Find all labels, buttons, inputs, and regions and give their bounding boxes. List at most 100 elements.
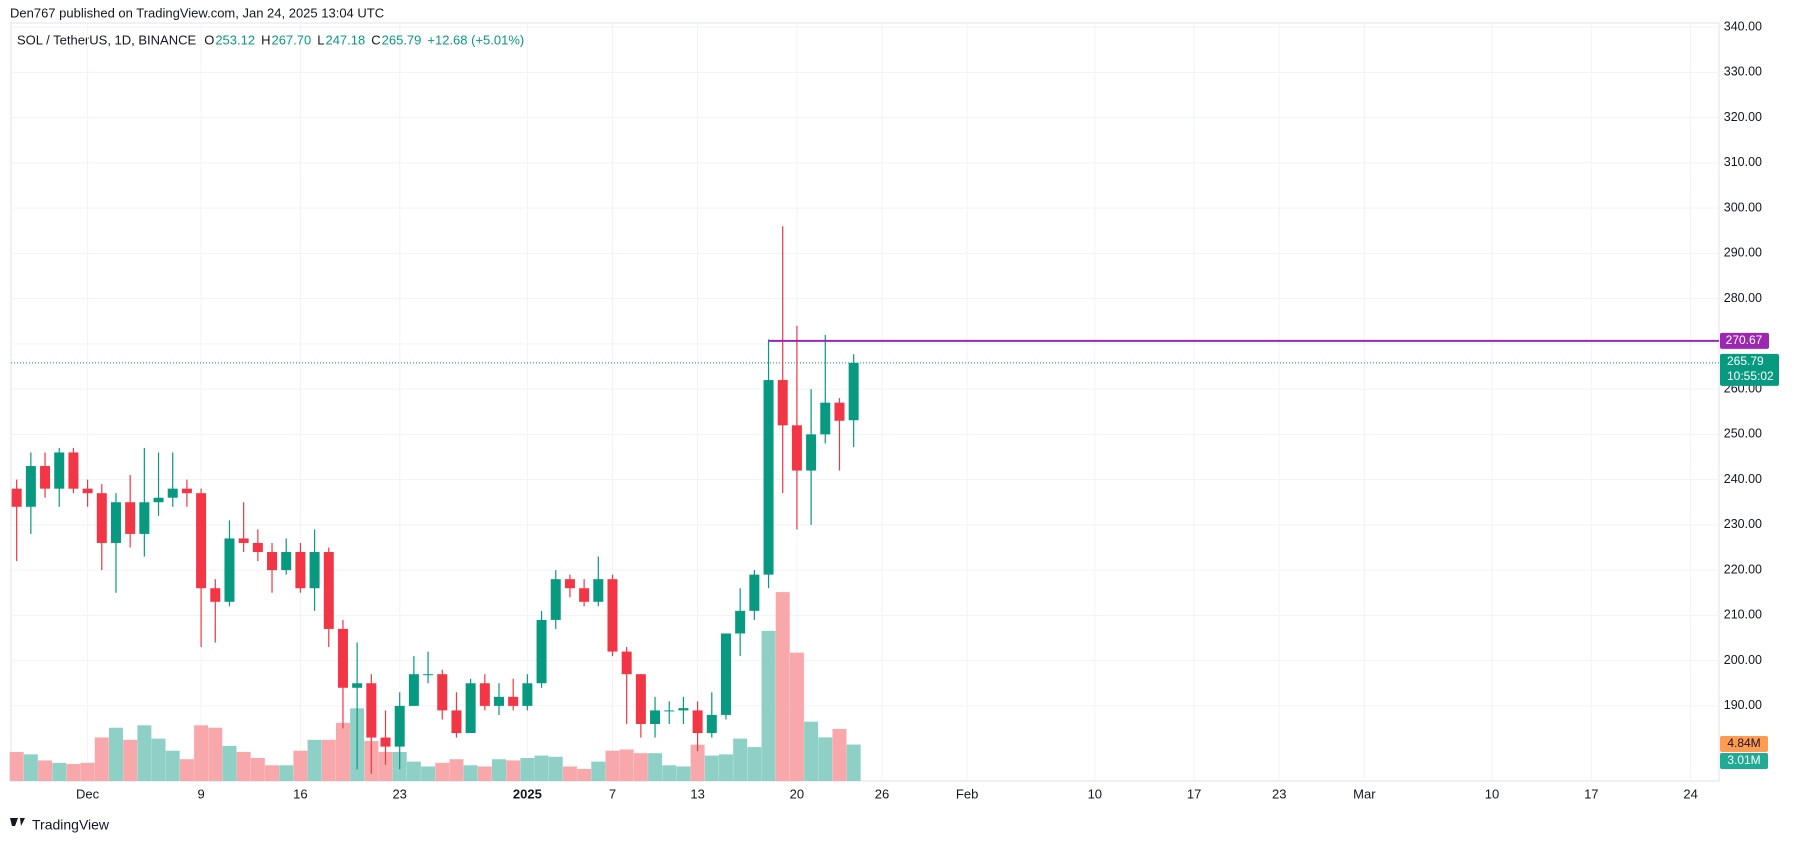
candle-body (678, 708, 689, 711)
x-tick-label: 20 (790, 786, 804, 801)
candle-body (238, 538, 249, 543)
candle-body (337, 628, 348, 688)
volume-bar (279, 765, 294, 781)
volume-bar (236, 751, 251, 781)
candle-body (437, 674, 448, 711)
x-tick-label: 23 (392, 786, 406, 801)
volume-bar (108, 727, 123, 781)
candle-body (579, 588, 590, 602)
volume-bar (718, 754, 733, 781)
candle-body (621, 651, 632, 675)
volume-bar (676, 766, 691, 781)
volume-bar (506, 760, 521, 781)
candle-body (210, 588, 221, 602)
legend-key: C (371, 32, 380, 47)
y-tick-label: 310.00 (1724, 155, 1762, 169)
legend-value: 267.70 (271, 32, 311, 47)
candle-body (564, 579, 575, 589)
candle-body (593, 579, 604, 602)
candle-body (522, 683, 533, 706)
volume-bar (704, 755, 719, 781)
candle-body (508, 696, 519, 706)
volume-bar (832, 728, 847, 781)
volume-bar (690, 744, 705, 781)
legend-value: 265.79 (382, 32, 422, 47)
countdown: 10:55:02 (1727, 369, 1774, 383)
x-tick-label: 26 (875, 786, 889, 801)
volume-bar (222, 745, 237, 781)
volume-bar (804, 721, 819, 781)
candle-body (68, 452, 79, 489)
chart-title: SOL / TetherUS, 1D, BINANCE (17, 32, 197, 47)
candle-body (408, 674, 419, 706)
volume-bar (591, 761, 606, 781)
candle-body (692, 710, 703, 734)
candle-body (125, 502, 136, 534)
volume-bar (38, 760, 53, 781)
volume-bar (23, 754, 38, 781)
candle-body (110, 502, 121, 543)
last-price-box (1720, 353, 1779, 386)
candle-body (96, 493, 107, 543)
volume-bar (293, 750, 308, 781)
x-tick-label: 16 (293, 786, 307, 801)
y-tick-label: 210.00 (1724, 608, 1762, 622)
volume-bar (52, 762, 67, 781)
volume-ma-box (1720, 736, 1768, 752)
candle-body (167, 488, 178, 498)
candle-body (607, 579, 618, 652)
legend-change: +12.68 (+5.01%) (427, 32, 524, 47)
volume-bar (335, 722, 350, 781)
candle-body (153, 497, 164, 503)
volume-bar (94, 737, 109, 781)
x-tick-label: Dec (76, 786, 100, 801)
candle-body (82, 488, 93, 494)
last-price-label: 265.79 (1727, 354, 1764, 368)
candle-body (806, 434, 817, 471)
candle-body (139, 502, 150, 534)
candle-body (650, 710, 661, 724)
candle-body (224, 538, 235, 602)
volume-bar (548, 756, 563, 781)
x-tick-label: 23 (1272, 786, 1286, 801)
x-tick-label: 24 (1683, 786, 1697, 801)
candle-body (40, 466, 51, 489)
candle-body (295, 552, 306, 589)
volume-bar (789, 652, 804, 781)
volume-bar (846, 744, 861, 781)
volume-ma-label: 4.84M (1727, 736, 1760, 750)
x-tick-label: 13 (690, 786, 704, 801)
candle-body (380, 737, 391, 747)
candle-body (820, 402, 831, 435)
candle-body (267, 552, 278, 571)
volume-bar (605, 750, 620, 781)
x-tick-label: 2025 (513, 786, 542, 801)
x-tick-label: 10 (1088, 786, 1102, 801)
candle-body (720, 633, 731, 715)
legend-key: H (261, 32, 270, 47)
candle-body (352, 683, 363, 688)
volume-bar (648, 753, 663, 781)
x-tick-label: 17 (1187, 786, 1201, 801)
candle-body (749, 574, 760, 611)
volume-bar (123, 739, 138, 781)
y-tick-label: 240.00 (1724, 472, 1762, 486)
candle-body (196, 493, 207, 589)
volume-bar (463, 765, 478, 781)
volume-bar (747, 747, 762, 781)
volume-bar (775, 592, 790, 781)
volume-bar (492, 759, 506, 781)
volume-bar (179, 759, 194, 781)
volume-bar (633, 753, 648, 781)
legend-key: O (204, 32, 214, 47)
volume-bar (194, 725, 209, 781)
y-tick-label: 280.00 (1724, 291, 1762, 305)
candle-body (536, 619, 547, 684)
candle-body (479, 683, 490, 706)
candle-body (635, 674, 646, 724)
candle-body (550, 579, 561, 620)
volume-bar (151, 738, 166, 781)
legend-value: 247.18 (325, 32, 365, 47)
volume-bar (137, 725, 152, 781)
